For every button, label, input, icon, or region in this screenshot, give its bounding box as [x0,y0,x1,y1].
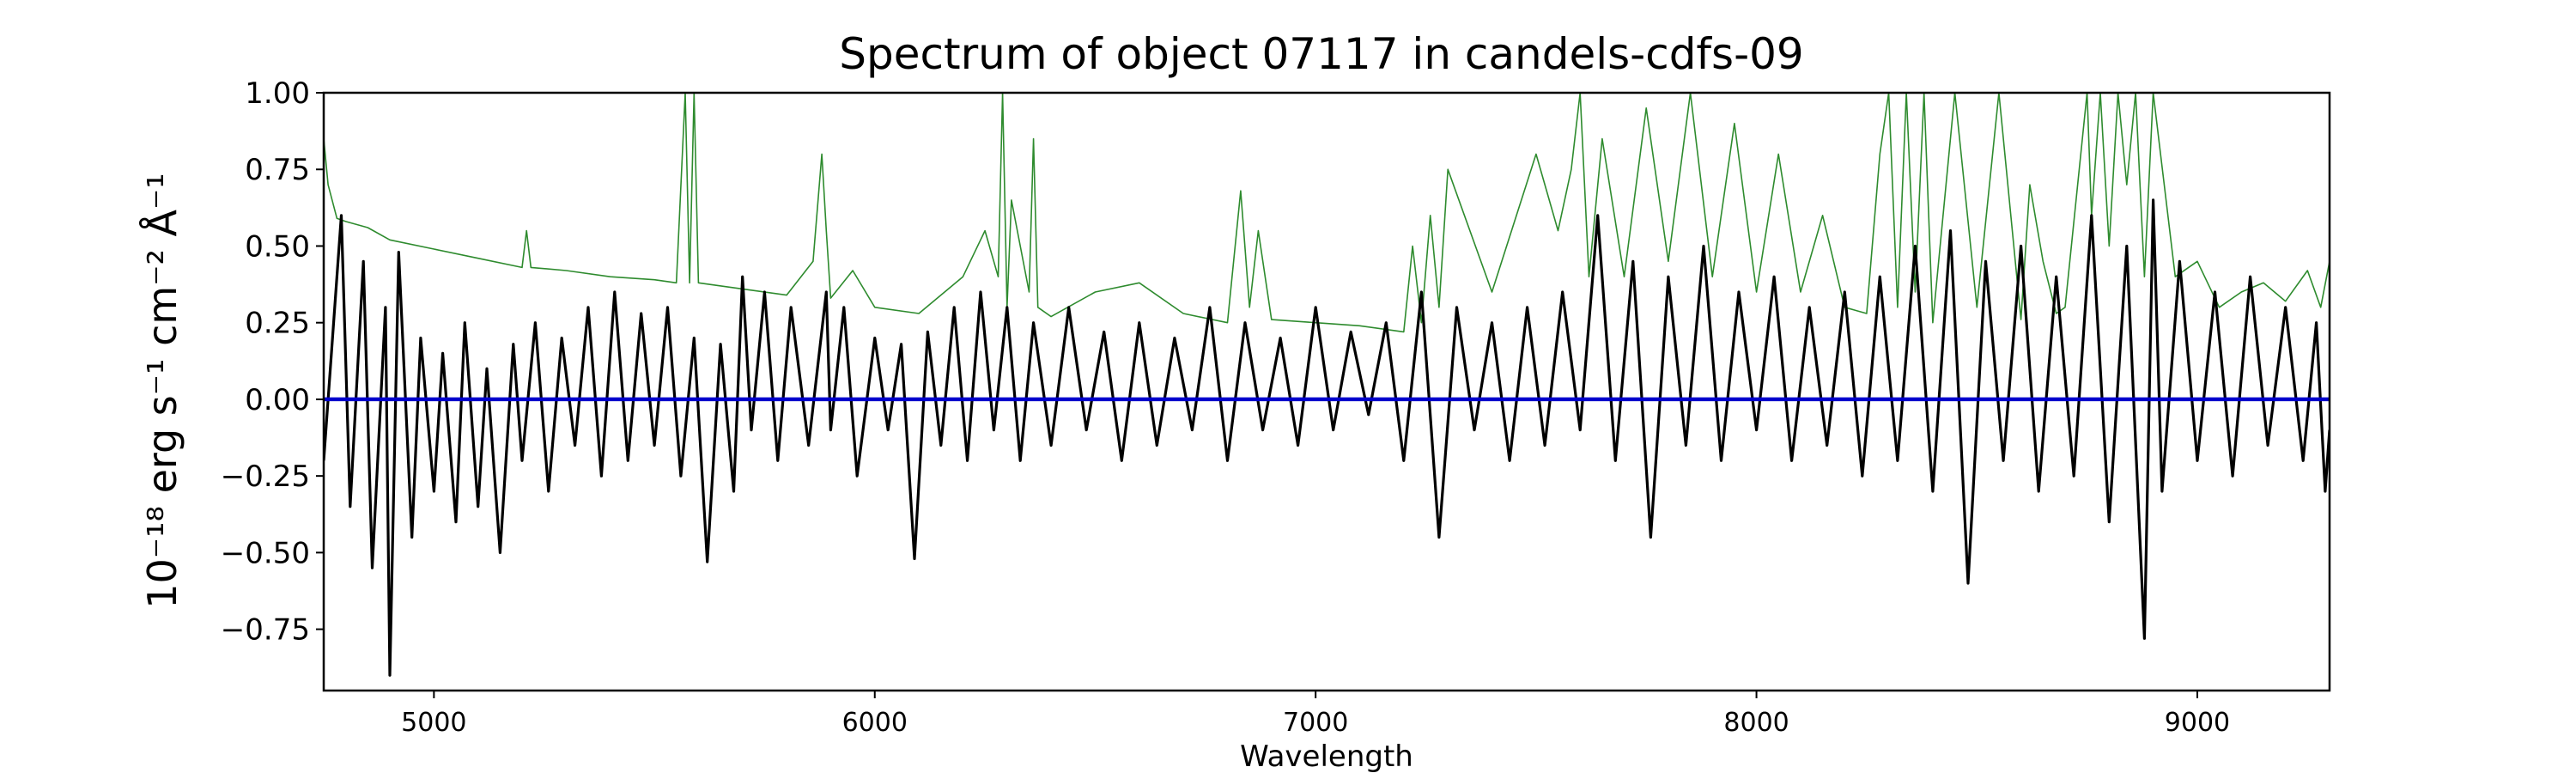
y-tick-label: −0.50 [221,536,310,570]
y-tick-label: 0.50 [245,229,310,264]
x-tick-label: 5000 [401,708,466,738]
series-line-error [324,93,2330,333]
y-tick-label: 0.75 [245,153,310,187]
series-layer [324,93,2330,677]
plot-frame [322,91,2331,692]
x-axis-label: Wavelength [1240,740,1413,773]
y-tick-label: −0.75 [221,613,310,648]
y-axis: 1.00 0.75 0.50 0.25 0.00 −0.25 −0.50 −0.75 [221,76,324,648]
x-tick-label: 6000 [842,708,908,738]
y-tick-label: 0.00 [245,383,310,417]
chart-title: Spectrum of object 07117 in candels-cdfs… [839,29,1804,79]
y-tick-label: 0.25 [245,307,310,341]
series-line-flux [324,198,2330,677]
y-axis-label: 10⁻¹⁸ erg s⁻¹ cm⁻² Å⁻¹ [139,173,185,608]
x-tick-label: 8000 [1723,708,1789,738]
x-tick-label: 7000 [1283,708,1348,738]
x-axis: 5000 6000 7000 8000 9000 [401,691,2230,738]
y-tick-label: 1.00 [245,76,310,111]
y-tick-label: −0.25 [221,460,310,494]
x-tick-label: 9000 [2165,708,2230,738]
